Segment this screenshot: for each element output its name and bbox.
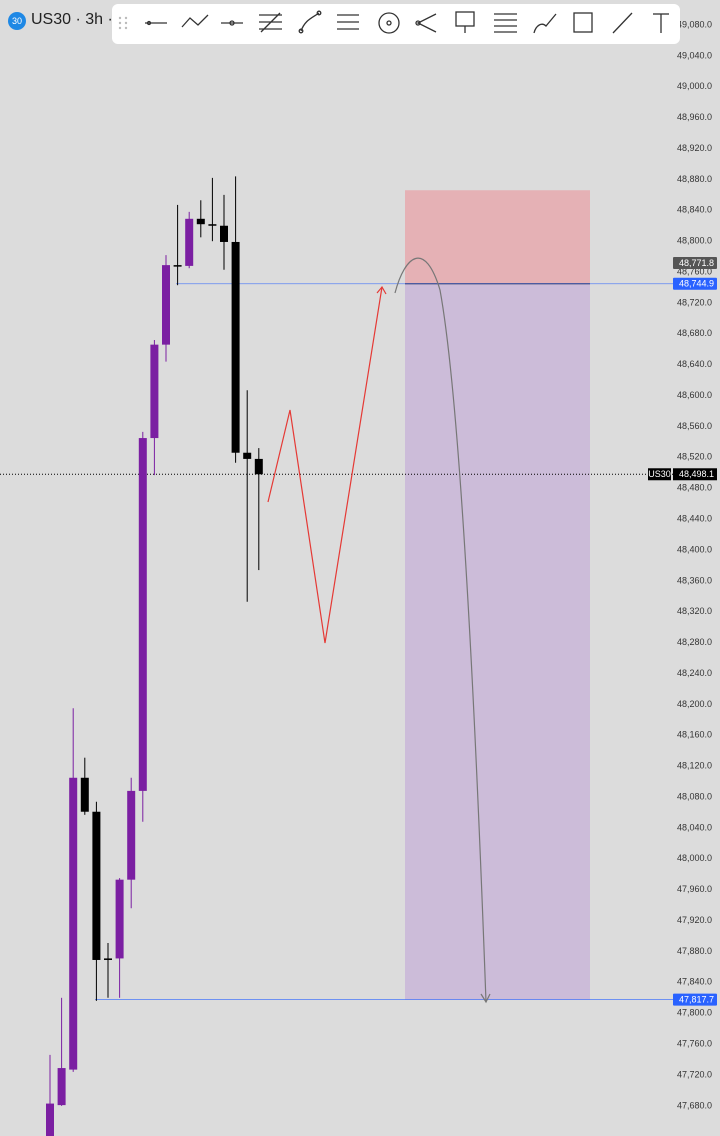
- candle-body: [57, 1068, 66, 1106]
- price-label-bg: [673, 277, 717, 290]
- price-label: 47,817.7: [679, 994, 714, 1004]
- price-label-bg: [673, 256, 717, 269]
- drawing-toolbar: [112, 4, 680, 44]
- y-tick-label: 47,760.0: [677, 1039, 712, 1049]
- y-tick-label: 48,720.0: [677, 297, 712, 307]
- tool-trendline[interactable]: [298, 10, 322, 34]
- y-tick-label: 48,560.0: [677, 421, 712, 431]
- current-price-label: 48,498.1: [679, 469, 714, 479]
- candle-body: [115, 879, 124, 959]
- drag-handle[interactable]: [118, 16, 128, 30]
- y-tick-label: 48,200.0: [677, 699, 712, 709]
- tool-lines[interactable]: [494, 13, 517, 33]
- badge-text: 30: [12, 16, 22, 26]
- candle-body: [208, 224, 217, 226]
- symbol-label: US30: [648, 469, 671, 479]
- tool-pitchfork[interactable]: [337, 14, 359, 30]
- y-tick-label: 48,680.0: [677, 328, 712, 338]
- y-tick-label: 48,160.0: [677, 730, 712, 740]
- target-zone: [405, 283, 590, 1000]
- tool-horizontal-ray[interactable]: [145, 20, 167, 26]
- symbol-title[interactable]: US30 · 3h ·: [31, 11, 113, 28]
- y-tick-label: 47,680.0: [677, 1100, 712, 1110]
- y-tick-label: 48,880.0: [677, 174, 712, 184]
- y-tick-label: 49,080.0: [677, 19, 712, 29]
- candle-body: [231, 241, 240, 453]
- price-label: 48,744.9: [679, 279, 714, 289]
- tool-horizontal-line[interactable]: [221, 20, 243, 26]
- y-tick-label: 49,040.0: [677, 50, 712, 60]
- y-tick-label: 48,320.0: [677, 606, 712, 616]
- tool-line[interactable]: [612, 12, 633, 34]
- y-tick-label: 48,840.0: [677, 205, 712, 215]
- y-tick-label: 48,080.0: [677, 791, 712, 801]
- candle-body: [127, 790, 136, 880]
- candle-body: [150, 344, 159, 439]
- y-tick-label: 48,360.0: [677, 575, 712, 585]
- candle-body: [173, 265, 182, 267]
- stop-zone: [405, 190, 590, 284]
- tool-fib[interactable]: [259, 12, 282, 33]
- toolbar-bg: [112, 4, 680, 44]
- y-tick-label: 48,520.0: [677, 452, 712, 462]
- tool-text-box[interactable]: [455, 11, 475, 33]
- curve-arrowhead: [480, 993, 491, 1004]
- symbol-badge: [8, 12, 26, 30]
- y-tick-label: 48,400.0: [677, 544, 712, 554]
- y-tick-label: 47,920.0: [677, 915, 712, 925]
- current-price-label-bg: [673, 468, 717, 481]
- y-tick-label: 48,920.0: [677, 143, 712, 153]
- y-tick-label: 48,640.0: [677, 359, 712, 369]
- y-tick-label: 47,960.0: [677, 884, 712, 894]
- y-tick-label: 49,000.0: [677, 81, 712, 91]
- candle-body: [46, 1103, 54, 1136]
- candle-body: [80, 777, 89, 812]
- candle-body: [220, 225, 228, 242]
- y-tick-label: 48,280.0: [677, 637, 712, 647]
- y-tick-label: 48,440.0: [677, 514, 712, 524]
- y-tick-label: 47,800.0: [677, 1008, 712, 1018]
- tool-brush[interactable]: [533, 13, 557, 34]
- candle-body: [254, 458, 263, 475]
- tool-rectangle[interactable]: [573, 12, 593, 33]
- y-tick-label: 48,600.0: [677, 390, 712, 400]
- candle-body: [69, 777, 78, 1070]
- y-tick-label: 48,120.0: [677, 761, 712, 771]
- plot-area: [0, 176, 680, 1136]
- candle-body: [138, 438, 147, 791]
- y-tick-label: 48,240.0: [677, 668, 712, 678]
- y-tick-label: 48,040.0: [677, 822, 712, 832]
- symbol-label-bg: [648, 468, 671, 481]
- y-tick-label: 48,000.0: [677, 853, 712, 863]
- y-tick-label: 48,480.0: [677, 483, 712, 493]
- candle-body: [92, 811, 101, 960]
- y-tick-label: 48,960.0: [677, 112, 712, 122]
- candle-body: [196, 218, 205, 225]
- price-label: 48,771.8: [679, 258, 714, 268]
- price-axis: 47,680.0 47,720.0 47,760.0 47,800.0 47,840.0…: [648, 19, 717, 1110]
- candle-body: [185, 218, 194, 266]
- tool-path[interactable]: [415, 13, 437, 33]
- y-tick-label: 47,840.0: [677, 977, 712, 987]
- y-tick-label: 48,760.0: [677, 266, 712, 276]
- y-tick-label: 48,800.0: [677, 236, 712, 246]
- y-tick-label: 47,880.0: [677, 946, 712, 956]
- price-label-bg: [673, 993, 717, 1006]
- tool-circle[interactable]: [378, 12, 400, 34]
- tool-text[interactable]: [653, 13, 669, 33]
- candle-body: [243, 452, 252, 459]
- y-tick-label: 47,720.0: [677, 1069, 712, 1079]
- tool-polyline[interactable]: [181, 14, 209, 28]
- zigzag-drawing: [267, 286, 383, 644]
- zigzag-arrowhead: [376, 285, 387, 295]
- candle-body: [162, 265, 170, 345]
- curve-drawing: [394, 257, 487, 1003]
- candle-body: [104, 958, 112, 960]
